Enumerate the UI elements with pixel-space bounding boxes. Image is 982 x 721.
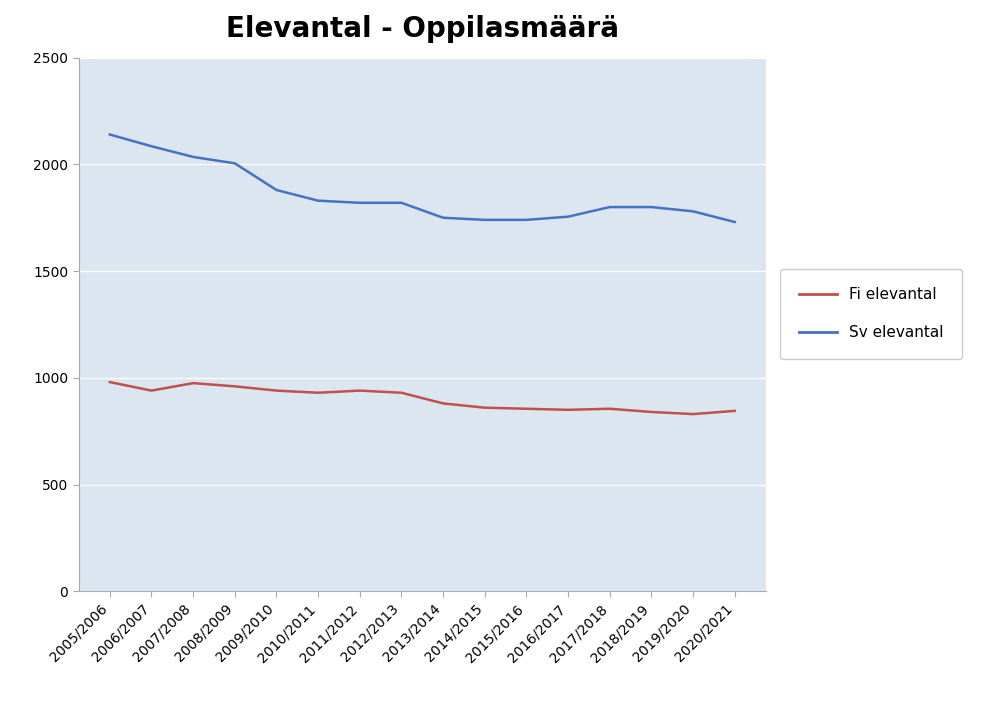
Sv elevantal <box>437 213 449 222</box>
Fi elevantal <box>520 404 532 413</box>
Fi elevantal <box>271 386 283 395</box>
Line: Fi elevantal: Fi elevantal <box>110 382 735 414</box>
Title: Elevantal - Oppilasmäärä: Elevantal - Oppilasmäärä <box>226 15 619 43</box>
Sv elevantal <box>562 213 573 221</box>
Sv elevantal <box>145 142 157 151</box>
Sv elevantal <box>479 216 491 224</box>
Fi elevantal <box>645 407 657 416</box>
Fi elevantal <box>729 407 740 415</box>
Sv elevantal <box>229 159 241 168</box>
Fi elevantal <box>562 405 573 414</box>
Fi elevantal <box>479 403 491 412</box>
Sv elevantal <box>687 207 699 216</box>
Sv elevantal <box>354 198 365 207</box>
Fi elevantal <box>687 410 699 418</box>
Fi elevantal <box>396 389 408 397</box>
Fi elevantal <box>604 404 616 413</box>
Fi elevantal <box>354 386 365 395</box>
Fi elevantal <box>312 389 324 397</box>
Fi elevantal <box>104 378 116 386</box>
Line: Sv elevantal: Sv elevantal <box>110 135 735 222</box>
Fi elevantal <box>188 379 199 387</box>
Fi elevantal <box>229 382 241 391</box>
Sv elevantal <box>312 196 324 205</box>
Sv elevantal <box>396 198 408 207</box>
Fi elevantal <box>145 386 157 395</box>
Sv elevantal <box>188 153 199 162</box>
Sv elevantal <box>104 131 116 139</box>
Sv elevantal <box>271 186 283 195</box>
Sv elevantal <box>729 218 740 226</box>
Sv elevantal <box>520 216 532 224</box>
Legend: Fi elevantal, Sv elevantal: Fi elevantal, Sv elevantal <box>781 269 962 358</box>
Sv elevantal <box>645 203 657 211</box>
Fi elevantal <box>437 399 449 408</box>
Sv elevantal <box>604 203 616 211</box>
